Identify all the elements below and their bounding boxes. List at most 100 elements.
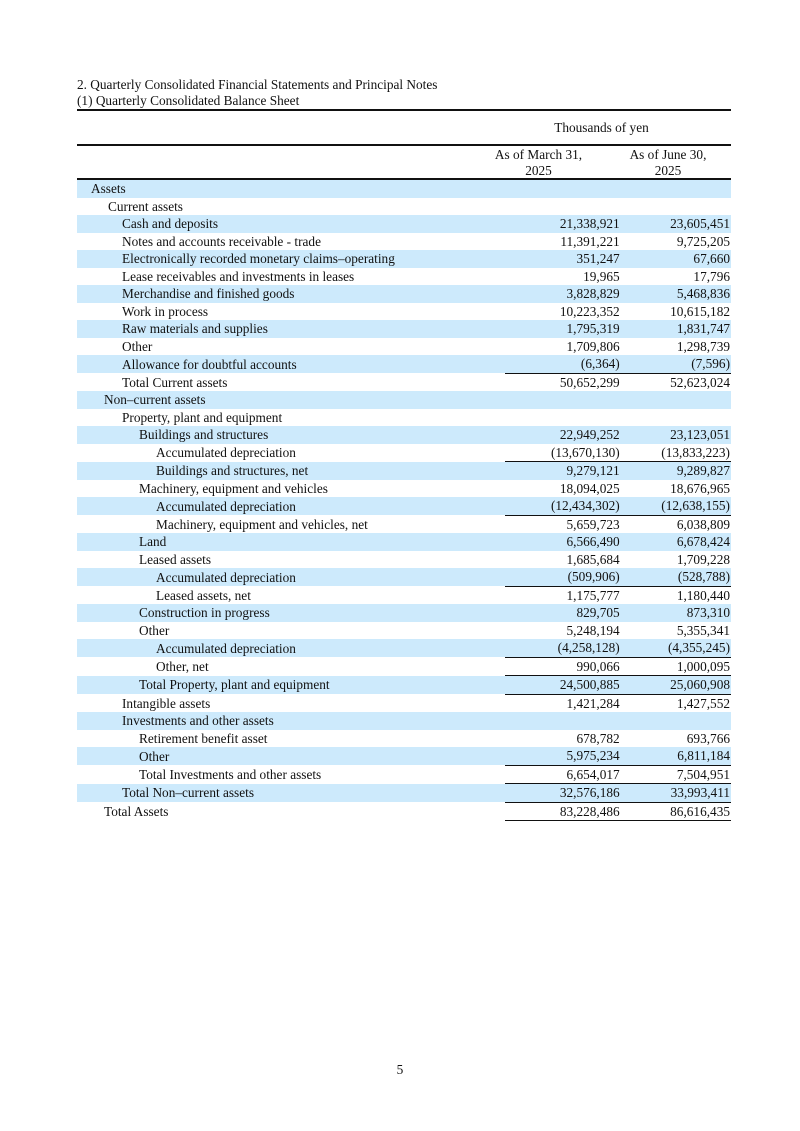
value-june-2025 bbox=[621, 198, 731, 216]
table-row: Raw materials and supplies 1,795,319 1,831… bbox=[77, 320, 731, 338]
row-label: Electronically recorded monetary claims–… bbox=[77, 250, 506, 268]
value-march-2025 bbox=[505, 391, 621, 409]
value-march-2025: (12,434,302) bbox=[505, 497, 621, 515]
value-march-2025: 1,175,777 bbox=[505, 585, 621, 604]
value-june-2025: 1,427,552 bbox=[620, 693, 731, 712]
value-march-2025: 10,223,352 bbox=[559, 303, 620, 319]
row-label: Total Current assets bbox=[122, 374, 228, 390]
row-label: Intangible assets bbox=[122, 695, 211, 711]
value-june-2025 bbox=[620, 180, 731, 198]
table-row: Cash and deposits 21,338,921 23,605,451 bbox=[77, 215, 731, 233]
value-june-2025: 23,123,051 bbox=[620, 426, 731, 444]
row-label: Work in process bbox=[122, 303, 209, 319]
value-march-2025: 1,685,684 bbox=[566, 551, 620, 567]
row-label: Buildings and structures, net bbox=[77, 461, 506, 480]
table-row: Assets bbox=[77, 180, 731, 198]
value-march-2025: 21,338,921 bbox=[505, 215, 621, 233]
value-june-2025: 67,660 bbox=[620, 250, 731, 268]
table-row: Other 5,248,194 5,355,341 bbox=[77, 622, 731, 640]
value-june-2025 bbox=[620, 391, 731, 409]
row-label: Other, net bbox=[156, 658, 209, 674]
title-rule bbox=[77, 109, 731, 111]
value-june-2025: 5,355,341 bbox=[676, 622, 730, 638]
value-june-2025: 5,468,836 bbox=[620, 285, 731, 303]
table-row: Accumulated depreciation (12,434,302) (12,… bbox=[77, 497, 731, 515]
row-label: Non–current assets bbox=[77, 391, 506, 409]
table-row: Construction in progress 829,705 873,310 bbox=[77, 604, 731, 622]
value-march-2025: 5,975,234 bbox=[505, 747, 621, 765]
statement-title: (1) Quarterly Consolidated Balance Sheet bbox=[77, 93, 300, 108]
unit-rule bbox=[77, 144, 731, 146]
column-header-march: As of March 31, 2025 bbox=[494, 147, 583, 178]
value-june-2025: 6,811,184 bbox=[620, 747, 731, 765]
value-june-2025: 9,289,827 bbox=[620, 461, 731, 480]
value-june-2025: 1,831,747 bbox=[620, 320, 731, 338]
row-label: Assets bbox=[77, 180, 506, 198]
page-number: 5 bbox=[396, 1062, 404, 1077]
table-row: Total Current assets 50,652,299 52,623,024 bbox=[77, 372, 731, 391]
row-label: Accumulated depreciation bbox=[77, 568, 506, 586]
value-march-2025: 829,705 bbox=[505, 604, 621, 622]
table-row: Leased assets, net 1,175,777 1,180,440 bbox=[77, 585, 731, 604]
row-label: Leased assets bbox=[139, 551, 211, 567]
value-march-2025 bbox=[505, 712, 621, 730]
value-march-2025 bbox=[505, 180, 621, 198]
table-row: Allowance for doubtful accounts (6,364) (7… bbox=[77, 355, 731, 373]
table-row: Merchandise and finished goods 3,828,829 5… bbox=[77, 285, 731, 303]
value-march-2025: 19,965 bbox=[583, 268, 620, 284]
row-label: Total Assets bbox=[104, 803, 169, 819]
row-label: Accumulated depreciation bbox=[77, 639, 506, 657]
value-june-2025: 7,504,951 bbox=[620, 764, 731, 784]
value-june-2025: 9,725,205 bbox=[676, 233, 730, 249]
table-row: Accumulated depreciation (509,906) (528,78… bbox=[77, 568, 731, 586]
table-row: Land 6,566,490 6,678,424 bbox=[77, 533, 731, 551]
value-march-2025: 11,391,221 bbox=[560, 233, 620, 249]
value-march-2025: (509,906) bbox=[505, 568, 621, 586]
table-row: Notes and accounts receivable - trade 11,… bbox=[77, 233, 731, 251]
value-march-2025: 6,654,017 bbox=[505, 764, 621, 784]
value-june-2025: 1,180,440 bbox=[620, 585, 731, 604]
value-march-2025: 83,228,486 bbox=[505, 801, 621, 821]
row-label: Retirement benefit asset bbox=[139, 730, 268, 746]
value-march-2025: 3,828,829 bbox=[505, 285, 621, 303]
value-march-2025: (13,670,130) bbox=[550, 444, 620, 460]
row-label: Property, plant and equipment bbox=[122, 409, 283, 425]
row-label: Total Investments and other assets bbox=[139, 766, 322, 782]
section-heading: 2. Quarterly Consolidated Financial Stat… bbox=[77, 77, 438, 92]
row-label: Raw materials and supplies bbox=[77, 320, 506, 338]
value-june-2025: 1,298,739 bbox=[676, 338, 730, 354]
table-row: Buildings and structures, net 9,279,121 9,… bbox=[77, 461, 731, 480]
table-row: Lease receivables and investments in lea… bbox=[77, 268, 731, 286]
unit-label: Thousands of yen bbox=[554, 120, 649, 135]
row-label: Allowance for doubtful accounts bbox=[77, 355, 506, 373]
table-row: Total Property, plant and equipment 24,50… bbox=[77, 675, 731, 694]
column-header-june: As of June 30, 2025 bbox=[629, 147, 707, 178]
table-row: Electronically recorded monetary claims–… bbox=[77, 250, 731, 268]
row-label: Investments and other assets bbox=[77, 712, 506, 730]
value-june-2025: 23,605,451 bbox=[620, 215, 731, 233]
table-row: Work in process 10,223,352 10,615,182 bbox=[77, 303, 731, 321]
row-label: Other bbox=[139, 622, 170, 638]
table-row: Non–current assets bbox=[77, 391, 731, 409]
value-march-2025: 678,782 bbox=[576, 730, 620, 746]
value-march-2025: 32,576,186 bbox=[505, 783, 621, 802]
value-march-2025: 1,709,806 bbox=[566, 338, 620, 354]
row-label: Machinery, equipment and vehicles bbox=[139, 480, 328, 496]
value-june-2025: (4,355,245) bbox=[620, 639, 731, 657]
value-june-2025: 873,310 bbox=[620, 604, 731, 622]
table-row: Other 5,975,234 6,811,184 bbox=[77, 747, 731, 765]
row-label: Other bbox=[77, 747, 506, 765]
table-row: Investments and other assets bbox=[77, 712, 731, 730]
row-label: Buildings and structures bbox=[77, 426, 506, 444]
table-row: Leased assets 1,685,684 1,709,228 bbox=[77, 551, 731, 569]
row-label: Accumulated depreciation bbox=[156, 445, 296, 460]
value-march-2025 bbox=[505, 409, 620, 427]
balance-sheet-table: Assets Current assets Cash and deposits 21,… bbox=[77, 180, 731, 821]
value-june-2025: 6,678,424 bbox=[620, 533, 731, 551]
table-row: Machinery, equipment and vehicles 18,094,… bbox=[77, 480, 731, 498]
row-label: Cash and deposits bbox=[77, 215, 506, 233]
table-row: Current assets bbox=[77, 198, 731, 216]
table-row: Other 1,709,806 1,298,739 bbox=[77, 338, 731, 356]
row-label: Total Non–current assets bbox=[77, 783, 506, 802]
row-label: Accumulated depreciation bbox=[77, 497, 506, 515]
